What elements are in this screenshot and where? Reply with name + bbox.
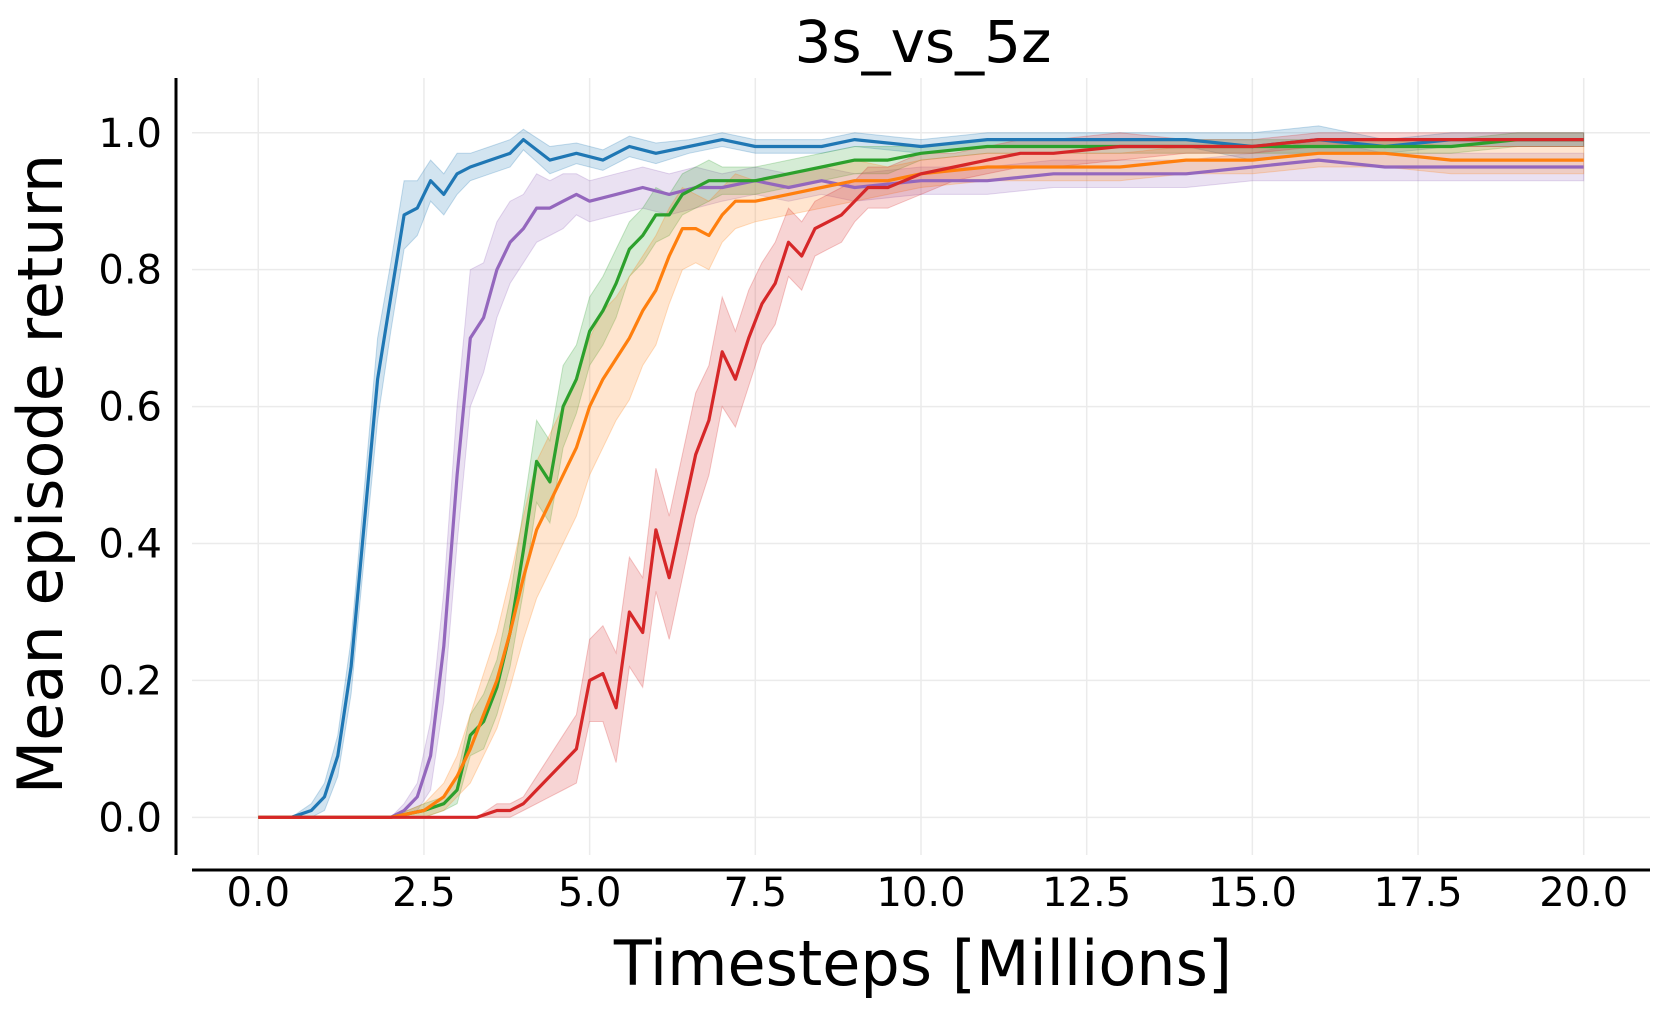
x-tick-label: 17.5 [1374, 870, 1463, 916]
x-tick-label: 7.5 [724, 870, 788, 916]
x-tick-label: 15.0 [1208, 870, 1297, 916]
x-tick-label: 20.0 [1539, 870, 1628, 916]
y-tick-label: 1.0 [98, 111, 162, 157]
x-tick-labels: 0.0 2.5 5.0 7.5 10.0 12.5 15.0 17.5 20.0 [226, 870, 1628, 916]
y-tick-label: 0.0 [98, 795, 162, 841]
y-tick-labels: 0.0 0.2 0.4 0.6 0.8 1.0 [98, 111, 162, 842]
y-tick-label: 0.4 [98, 522, 162, 568]
x-axis-label: Timesteps [Millions] [613, 927, 1232, 1000]
x-tick-label: 5.0 [558, 870, 622, 916]
y-tick-label: 0.8 [98, 248, 162, 294]
series-4-line [258, 151, 1584, 819]
y-axis-label: Mean episode return [4, 154, 77, 794]
x-tick-label: 0.0 [226, 870, 290, 916]
y-tick-label: 0.2 [98, 658, 162, 704]
y-tick-label: 0.6 [98, 385, 162, 431]
series-1-line [258, 138, 1584, 819]
grid [192, 78, 1650, 855]
series-lines [258, 138, 1584, 819]
chart-title: 3s_vs_5z [794, 8, 1051, 76]
series-5-line [258, 138, 1584, 819]
x-tick-label: 2.5 [392, 870, 456, 916]
x-tick-label: 12.5 [1042, 870, 1131, 916]
series-2-line [258, 158, 1584, 819]
x-tick-label: 10.0 [876, 870, 965, 916]
